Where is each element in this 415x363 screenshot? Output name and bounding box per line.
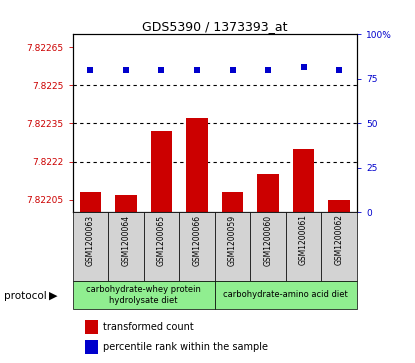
Text: GSM1200065: GSM1200065	[157, 215, 166, 266]
Point	[336, 67, 342, 73]
Bar	[293, 149, 314, 212]
Text: ▶: ▶	[49, 291, 57, 301]
Text: GSM1200066: GSM1200066	[193, 215, 202, 266]
Bar	[85, 320, 98, 334]
Bar	[179, 212, 215, 281]
Bar	[73, 281, 215, 309]
Bar	[115, 195, 137, 212]
Text: GSM1200059: GSM1200059	[228, 215, 237, 266]
Text: transformed count: transformed count	[103, 322, 193, 332]
Text: percentile rank within the sample: percentile rank within the sample	[103, 342, 268, 352]
Bar	[321, 212, 357, 281]
Bar	[215, 281, 357, 309]
Bar	[250, 212, 286, 281]
Point	[194, 67, 200, 73]
Text: GSM1200062: GSM1200062	[334, 215, 344, 265]
Bar	[286, 212, 321, 281]
Title: GDS5390 / 1373393_at: GDS5390 / 1373393_at	[142, 20, 288, 33]
Point	[229, 67, 236, 73]
Bar	[222, 192, 243, 212]
Bar	[257, 174, 279, 212]
Point	[122, 67, 129, 73]
Bar	[329, 200, 350, 212]
Text: GSM1200063: GSM1200063	[86, 215, 95, 266]
Point	[87, 67, 94, 73]
Bar	[108, 212, 144, 281]
Text: carbohydrate-whey protein
hydrolysate diet: carbohydrate-whey protein hydrolysate di…	[86, 285, 201, 305]
Text: protocol: protocol	[4, 291, 47, 301]
Text: GSM1200060: GSM1200060	[264, 215, 273, 266]
Bar	[73, 212, 108, 281]
Text: GSM1200061: GSM1200061	[299, 215, 308, 265]
Point	[158, 67, 165, 73]
Text: carbohydrate-amino acid diet: carbohydrate-amino acid diet	[223, 290, 348, 299]
Bar	[151, 131, 172, 212]
Bar	[186, 118, 208, 212]
Bar	[144, 212, 179, 281]
Bar	[80, 192, 101, 212]
Point	[265, 67, 271, 73]
Bar	[85, 340, 98, 354]
Point	[300, 64, 307, 69]
Text: GSM1200064: GSM1200064	[122, 215, 130, 266]
Bar	[215, 212, 250, 281]
